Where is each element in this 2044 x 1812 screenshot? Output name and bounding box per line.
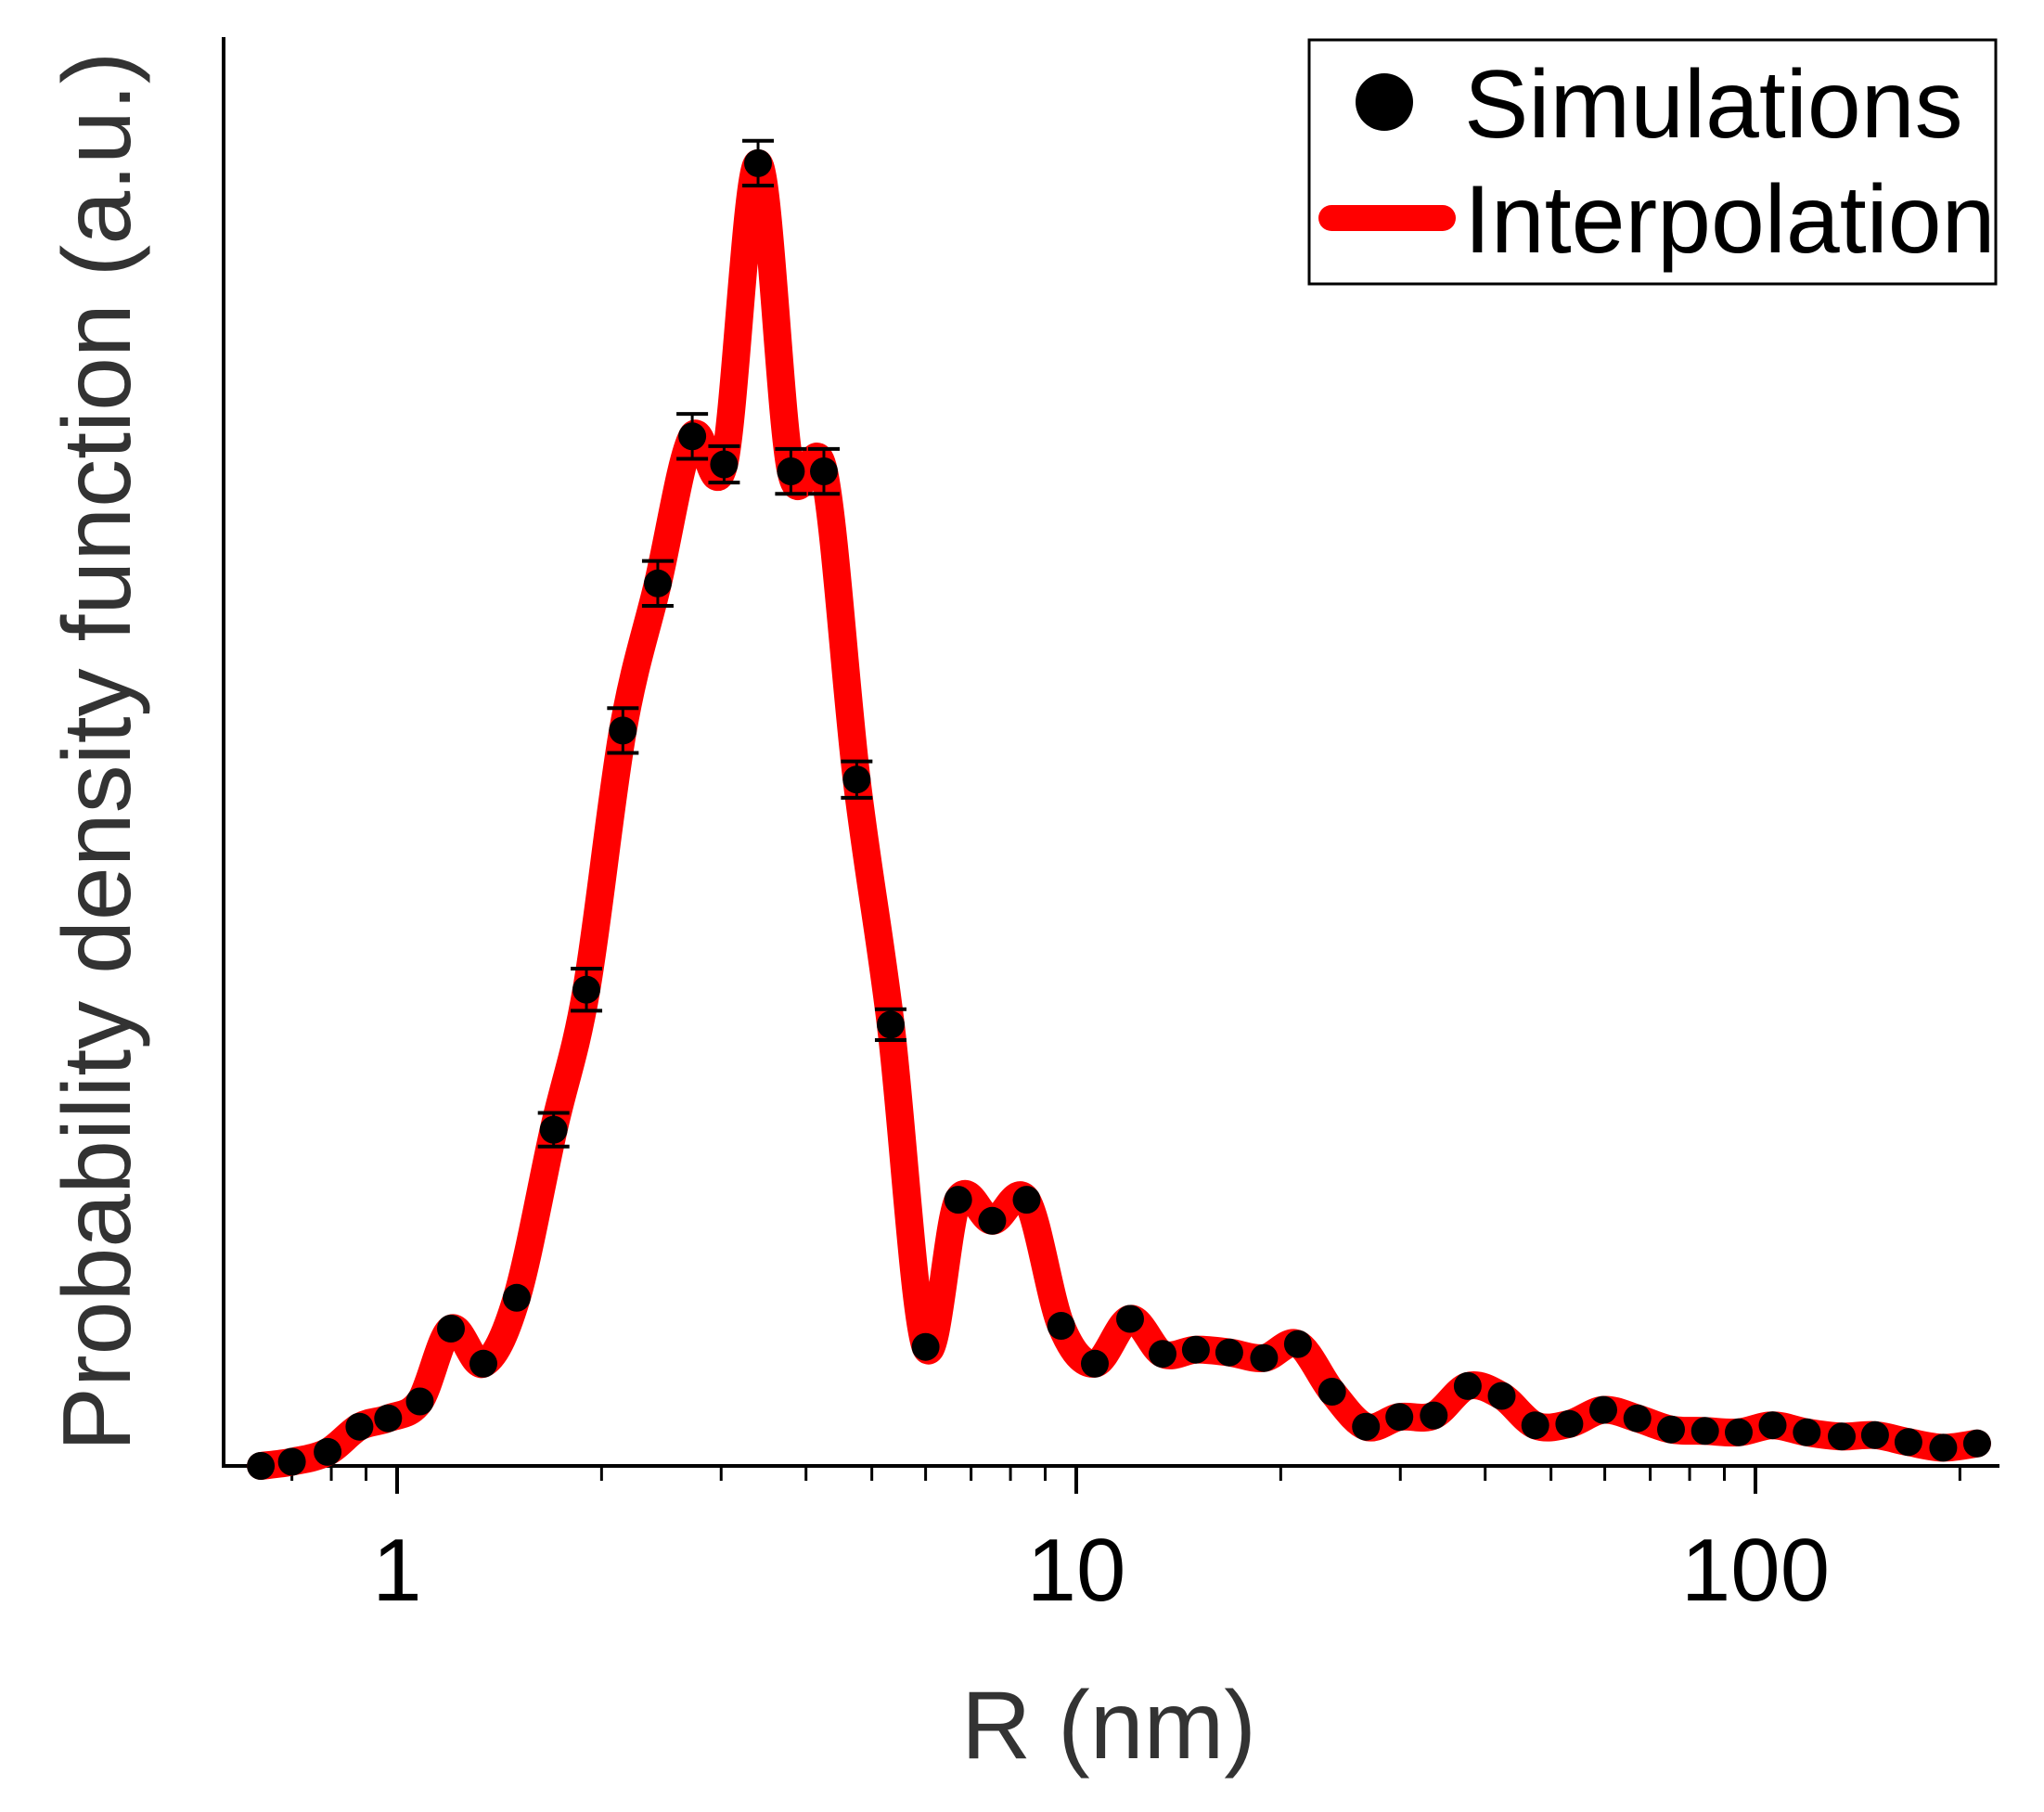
simulation-point	[842, 765, 871, 794]
simulation-point	[678, 422, 707, 451]
simulation-point	[1081, 1349, 1109, 1378]
simulation-point	[502, 1283, 531, 1312]
interpolation-line	[247, 148, 1991, 1480]
simulation-point	[1725, 1418, 1753, 1446]
simulation-point	[1962, 1429, 1991, 1458]
x-ticks	[290, 1466, 1961, 1494]
simulation-point	[1758, 1411, 1787, 1440]
simulation-point	[1149, 1340, 1176, 1369]
simulation-point	[1589, 1395, 1617, 1424]
legend-box	[1307, 38, 1998, 286]
simulation-point	[374, 1404, 403, 1433]
simulation-point	[1521, 1411, 1549, 1440]
simulation-point	[314, 1437, 342, 1466]
legend: Simulations Interpolation	[1307, 38, 1998, 286]
x-tick-label: 10	[1027, 1521, 1126, 1620]
axes	[222, 37, 1999, 1468]
simulation-point	[539, 1115, 568, 1144]
simulation-point	[469, 1349, 497, 1378]
simulation-point	[572, 975, 600, 1004]
simulation-point	[1929, 1433, 1958, 1462]
x-tick-label: 1	[372, 1521, 421, 1620]
simulation-point	[911, 1332, 940, 1361]
simulation-point	[277, 1447, 306, 1476]
simulation-point	[810, 457, 838, 485]
simulation-point	[1894, 1428, 1922, 1457]
legend-label-simulations: Simulations	[1464, 51, 1963, 159]
simulation-point	[710, 450, 739, 479]
simulation-point	[405, 1387, 434, 1416]
simulation-point	[1215, 1338, 1243, 1367]
simulation-point	[1657, 1415, 1685, 1444]
simulation-point	[1793, 1418, 1821, 1446]
simulation-point	[1250, 1343, 1279, 1372]
simulation-point	[1453, 1371, 1482, 1400]
simulation-point	[1283, 1330, 1312, 1358]
simulation-point	[1352, 1412, 1381, 1441]
simulation-point	[1623, 1404, 1652, 1433]
simulation-point	[345, 1412, 374, 1441]
simulation-point	[1420, 1401, 1448, 1430]
simulation-point	[609, 716, 637, 745]
simulation-point	[1860, 1420, 1889, 1449]
simulation-point	[1116, 1304, 1144, 1333]
simulations-series	[247, 148, 1991, 1480]
simulation-point	[1555, 1409, 1584, 1438]
simulation-point	[1047, 1312, 1075, 1340]
simulation-point	[744, 148, 772, 177]
simulation-point	[1181, 1335, 1210, 1364]
simulation-point	[644, 569, 672, 598]
simulation-point	[1487, 1381, 1516, 1410]
simulation-point	[944, 1186, 972, 1214]
simulation-point	[1385, 1403, 1414, 1432]
simulation-point	[1828, 1422, 1856, 1451]
x-tick-label: 100	[1681, 1521, 1830, 1620]
x-axis-label: R (nm)	[961, 1672, 1256, 1780]
simulation-point	[1012, 1186, 1041, 1214]
legend-marker-simulations	[1356, 73, 1413, 131]
simulation-point	[877, 1010, 905, 1039]
legend-label-interpolation: Interpolation	[1464, 166, 1995, 274]
simulation-point	[1318, 1378, 1346, 1406]
interpolation-series	[247, 148, 1991, 1480]
simulation-point	[247, 1452, 276, 1480]
x-tick-labels: 1 10 100	[372, 1521, 1830, 1620]
y-axis-label: Probability density function (a.u.)	[44, 52, 151, 1452]
simulation-point	[978, 1206, 1007, 1235]
simulation-point	[437, 1315, 465, 1343]
simulation-point	[777, 457, 805, 485]
simulation-point	[1690, 1417, 1719, 1446]
